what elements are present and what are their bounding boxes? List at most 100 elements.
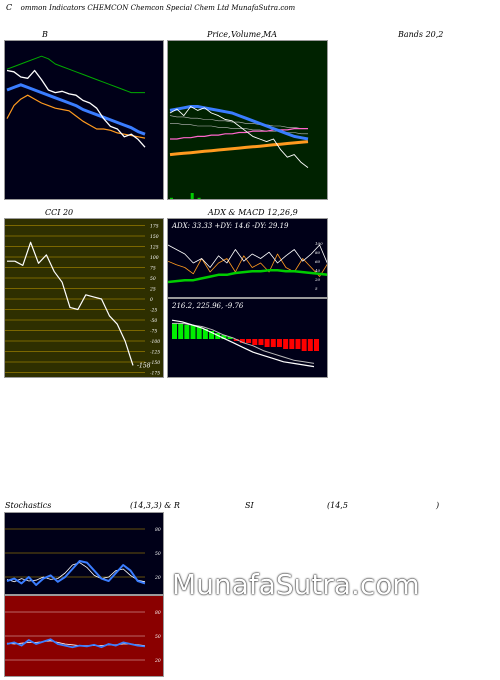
volume-bar <box>170 197 173 199</box>
cci-panel: 175 150 125 100 75 50 25 0 -25 -50 -75 -100 -125 -150… <box>4 218 164 378</box>
cci-level-label: -75 <box>150 329 157 335</box>
macd-histogram-bar <box>314 339 319 351</box>
rsi-line <box>6 638 146 649</box>
stochastics-panel: 80 50 20 <box>4 512 164 595</box>
cci-level-label: -175 <box>150 371 160 377</box>
macd-histogram-bar <box>270 339 276 347</box>
volume-bar <box>287 199 290 200</box>
cci-last-value-label: -158 <box>137 362 151 369</box>
rsi-level-label: 50 <box>155 634 161 640</box>
ma-label: MA <box>263 30 277 39</box>
volume-bar <box>308 199 311 200</box>
volume-bar <box>197 197 201 199</box>
volume-bar <box>211 199 214 200</box>
bb-price-line <box>6 69 146 148</box>
watermark: MunafaSutra.com <box>172 568 420 601</box>
macd-histogram-bar <box>246 339 252 343</box>
bollinger-chart <box>6 55 146 148</box>
stochastics-chart: 80 50 20 <box>5 527 161 586</box>
adx-level-label: 100 <box>315 241 323 246</box>
header-text: ommon Indicators CHEMCON Chemcon Special… <box>20 4 296 12</box>
volume-bar <box>225 199 228 200</box>
si-label: SI <box>245 501 254 510</box>
price-label: Price, <box>207 30 231 39</box>
header-title: C ommon Indicators CHEMCON Chemcon Speci… <box>6 3 295 12</box>
price-ma-chart <box>169 105 311 200</box>
volume-bar <box>205 199 208 200</box>
macd-histogram-bar <box>172 323 177 339</box>
adx-macd-label: ADX & MACD 12,26,9 <box>208 208 298 217</box>
bollinger-panel <box>4 40 164 200</box>
macd-histogram-bar <box>227 337 233 339</box>
rsi-close-label: ) <box>436 501 440 510</box>
volume-bar <box>218 199 221 200</box>
volume-bar <box>267 199 270 200</box>
price-ma-panel <box>167 40 328 200</box>
rsi-chart: 80 50 20 <box>5 610 161 664</box>
macd-panel: 216.2, 225.96, -9.76 <box>167 298 328 378</box>
cci-level-label: -50 <box>150 318 157 324</box>
stoch-level-label: 50 <box>155 551 161 557</box>
cci-level-label: -25 <box>150 308 157 314</box>
macd-histogram-bar <box>252 339 258 345</box>
cci-level-label: -150 <box>150 360 160 366</box>
macd-histogram-bar <box>209 331 215 339</box>
macd-values: 216.2, 225.96, -9.76 <box>172 302 244 310</box>
macd-histogram-bar <box>178 323 184 339</box>
cci-level-label: 125 <box>150 245 159 251</box>
macd-histogram-bar <box>190 325 196 339</box>
bb-middle-band-line <box>6 83 146 136</box>
rsi-ma-line <box>6 640 146 646</box>
bb-lower-band-line <box>6 94 146 139</box>
volume-bar <box>274 199 277 200</box>
macd-histogram-bar <box>258 339 264 345</box>
volume-bar <box>301 199 304 200</box>
macd-histogram-bar <box>307 339 313 351</box>
rsi-level-label: 80 <box>155 610 161 616</box>
ma-blue-line <box>169 105 309 141</box>
header-first-letter: C <box>6 3 13 12</box>
volume-bar <box>184 199 187 200</box>
cci-level-label: 75 <box>150 266 156 272</box>
adx-chart: 5 20 40 60 80 100 <box>168 241 327 291</box>
ma-long-line <box>169 115 308 129</box>
cci-level-label: -125 <box>150 350 160 356</box>
cci-level-label: 175 <box>150 224 159 230</box>
macd-histogram-bar <box>196 327 202 339</box>
volume-bar <box>253 199 256 200</box>
volume-label: Volume, <box>231 30 264 39</box>
adx-values: ADX: 33.33 +DY: 14.6 -DY: 29.19 <box>172 222 289 230</box>
stoch-k-line <box>6 560 146 586</box>
bb-label: B <box>42 30 48 39</box>
macd-histogram-bar <box>264 339 270 347</box>
stoch-level-label: 20 <box>154 575 161 581</box>
adx-level-label: 20 <box>314 277 321 282</box>
macd-line <box>171 319 315 368</box>
bb-upper-band-line <box>6 55 145 94</box>
ma-orange-line <box>169 140 309 157</box>
ma-pink-line <box>170 127 308 140</box>
stoch-level-label: 80 <box>155 527 161 533</box>
adx-panel: 5 20 40 60 80 100 ADX: 33.33 +DY: 14.6 -DY: 2… <box>167 218 328 298</box>
macd-chart <box>171 319 319 368</box>
volume-bar <box>177 199 180 200</box>
rsi-panel: 80 50 20 <box>4 595 164 677</box>
adx-level-label: 5 <box>315 286 318 291</box>
cci-level-label: 25 <box>149 287 156 293</box>
adx-level-label: 60 <box>315 259 321 264</box>
adx-plus-di-line <box>168 244 327 268</box>
macd-histogram-bar <box>276 339 282 347</box>
macd-histogram-bar <box>289 339 295 349</box>
bands-label: Bands 20,2 <box>398 30 444 39</box>
rsi-level-label: 20 <box>154 658 161 664</box>
macd-histogram-bar <box>221 335 227 339</box>
volume-bar <box>190 193 194 199</box>
rsi-params-label: (14,5 <box>327 501 348 510</box>
cci-level-label: 50 <box>150 276 156 282</box>
macd-histogram-bar <box>283 339 289 349</box>
cci-label: CCI 20 <box>45 208 74 217</box>
adx-line <box>168 269 327 284</box>
cci-level-label: 0 <box>150 297 153 303</box>
macd-histogram-bar <box>233 339 239 341</box>
cci-line <box>7 241 134 366</box>
